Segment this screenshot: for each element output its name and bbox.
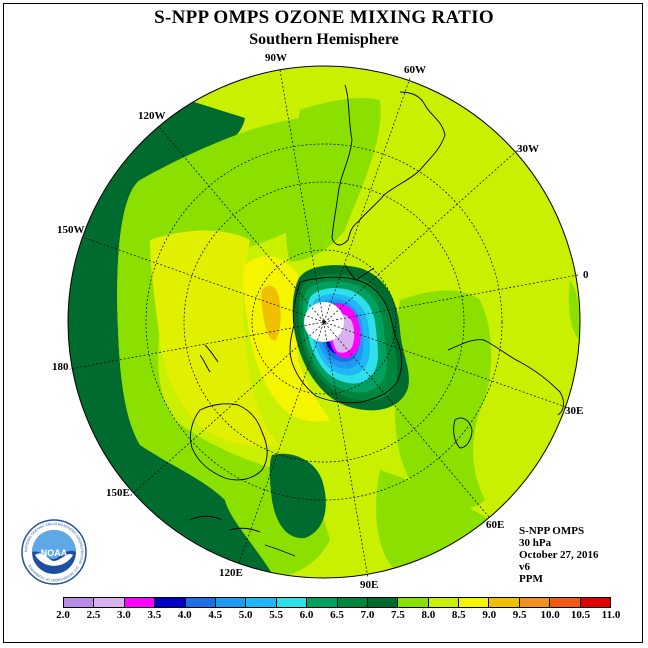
meridian-30w-150e [128,147,521,498]
info-level: 30 hPa [519,537,552,549]
colorbar [63,597,611,608]
colorbar-tick-label: 2.5 [86,609,101,621]
colorbar-tick-label: 10.5 [570,609,591,621]
colorbar-ticks: 2.0 2.5 3.0 3.5 4.0 4.5 5.0 5.5 6.0 6.5 7.0 7.5 8.0 8… [56,609,620,623]
colorbar-tick-label: 4.0 [177,609,192,621]
colorbar-cell [398,598,429,607]
ozone-field [68,66,580,578]
figure-subtitle: Southern Hemisphere [249,31,399,48]
field-7-5-south-east [376,470,490,575]
lon-label-30w: 30W [517,143,539,155]
colorbar-tick-label: 10.0 [540,609,560,621]
product-info: S-NPP OMPS 30 hPa October 27, 2016 v6 PP… [519,525,599,585]
lon-label-180: 180 [52,361,69,373]
latitude-circle-inner [251,249,397,395]
lon-label-150e: 150E [106,487,130,499]
colorbar-tick-label: 8.0 [421,609,436,621]
colorbar-cell [185,598,216,607]
colorbar-tick-label: 3.0 [117,609,131,621]
lon-label-120e: 120E [219,567,243,579]
south-pole-marker [322,320,326,324]
figure-frame [3,3,643,643]
colorbar-tick-label: 4.5 [208,609,223,621]
field-7-0-lobe-south [269,453,326,539]
colorbar-tick-label: 9.0 [482,609,497,621]
lon-label-60e: 60E [486,519,504,531]
colorbar-cell [124,598,156,607]
colorbar-cell [215,598,247,607]
meridian-60e-120w [158,126,490,518]
field-8-0-inner [150,230,280,447]
field-edge-dark-left [68,66,275,578]
lon-label-60w: 60W [404,64,426,76]
latitude-circle-outer [145,143,503,501]
colorbar-cell [367,598,399,607]
colorbar-cell [459,598,490,607]
colorbar-cell [155,598,186,607]
colorbar-cell [307,598,338,607]
meridian-90w-90e [279,69,369,579]
coast-south-america [331,84,446,246]
colorbar-tick-label: 6.5 [330,609,344,621]
figure-title: S-NPP OMPS OZONE MIXING RATIO [154,7,494,28]
colorbar-cell [337,598,368,607]
info-instrument: S-NPP OMPS [519,525,585,537]
coast-new-zealand [199,344,219,373]
field-7-5-north [285,98,381,262]
latitude-circle-middle [183,181,465,463]
map-boundary [67,65,581,579]
colorbar-cell [428,598,460,607]
field-9-0 [261,285,281,341]
colorbar-tick-label: 2.0 [56,609,70,621]
colorbar-cell [246,598,277,607]
colorbar-cell [580,598,611,607]
colorbar-cell [550,598,581,607]
colorbar-tick-label: 3.5 [147,609,162,621]
info-version: v6 [519,561,530,573]
lon-label-30e: 30E [565,405,583,417]
field-7-5-east [395,290,492,510]
info-date: October 27, 2016 [519,549,599,561]
field-7-5-west [117,114,360,578]
lon-label-90e: 90E [360,579,378,591]
info-units: PPM [519,573,543,585]
colorbar-cell [276,598,308,607]
colorbar-cell [519,598,551,607]
noaa-logo: NOAA NATIONAL OCEANIC AND ATMOSPHERIC AD… [21,519,87,585]
coast-indonesia [189,515,296,557]
lon-label-90w: 90W [265,52,287,64]
colorbar-tick-label: 7.0 [360,609,375,621]
colorbar-tick-label: 9.5 [512,609,527,621]
colorbar-tick-label: 5.5 [269,609,283,621]
colorbar-tick-label: 8.5 [451,609,466,621]
coast-australia [189,403,268,481]
field-7-5-right-edge [568,280,580,340]
lon-label-120w: 120W [138,110,166,122]
colorbar-tick-label: 7.5 [391,609,405,621]
lon-label-150w: 150W [57,224,85,236]
colorbar-tick-label: 6.0 [299,609,314,621]
colorbar-cell [64,598,95,607]
colorbar-cell [489,598,520,607]
colorbar-tick-label: 11.0 [601,609,621,621]
colorbar-cell [94,598,125,607]
noaa-logo-text: NOAA [41,548,68,558]
coast-africa [447,339,564,416]
lon-label-0: 0 [583,269,589,281]
colorbar-tick-label: 5.0 [238,609,253,621]
coast-madagascar [453,417,473,449]
